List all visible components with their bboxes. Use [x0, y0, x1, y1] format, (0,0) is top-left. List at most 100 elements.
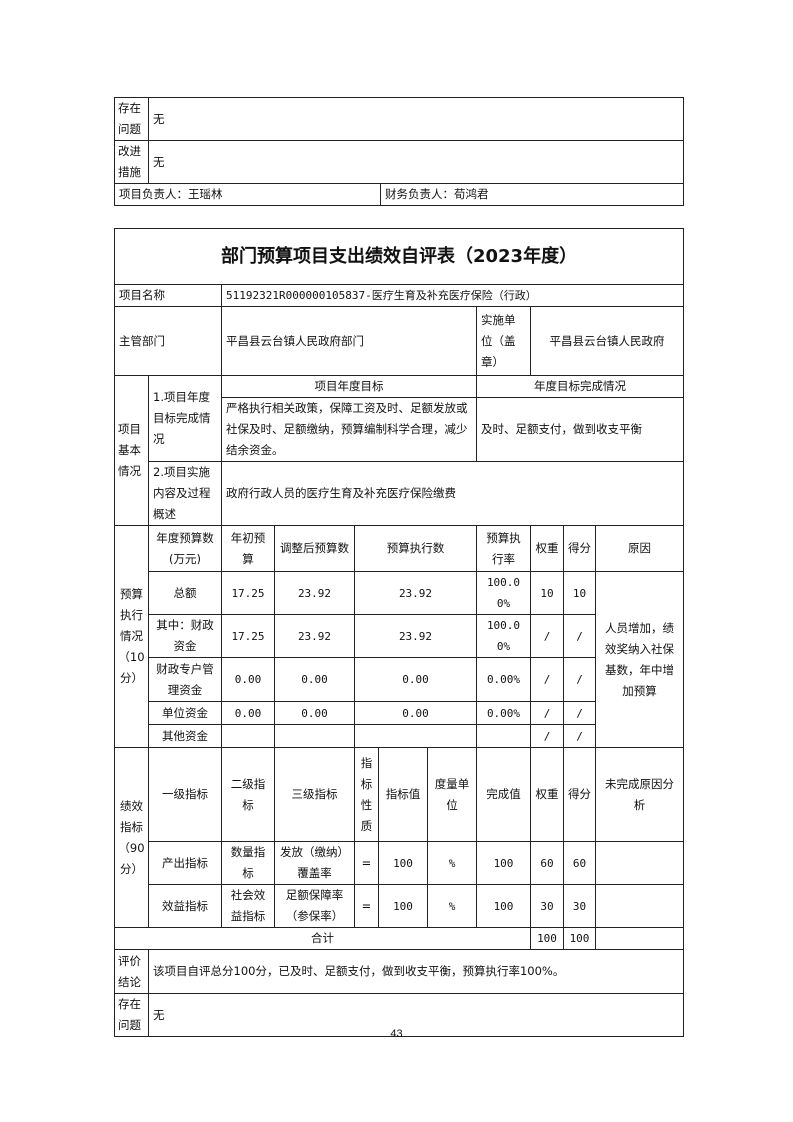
indicator-nature: =: [354, 884, 379, 928]
performance-header: 指标性质: [354, 747, 379, 842]
indicator-l3: 发放（缴纳）覆盖率: [274, 841, 355, 885]
project-name-label: 项目名称: [114, 284, 222, 307]
conclusion-text: 该项目自评总分100分，已及时、足额支付，做到收支平衡，预算执行率100%。: [147, 949, 685, 994]
budget-adjusted: 23.92: [274, 571, 355, 615]
indicator-done: 100: [476, 884, 531, 928]
budget-rate: 0.00%: [476, 657, 531, 702]
total-weight: 100: [530, 927, 564, 950]
form-title: 部门预算项目支出绩效自评表（2023年度）: [113, 228, 685, 285]
performance-header: 未完成原因分析: [594, 747, 685, 842]
indicator-unit: %: [427, 884, 477, 928]
budget-header: 预算执行数: [354, 525, 477, 572]
indicator-weight: 30: [530, 884, 564, 928]
budget-adjusted: 0.00: [274, 701, 355, 725]
indicator-unit: %: [427, 841, 477, 885]
performance-label: 绩效指标（90分）: [114, 747, 149, 928]
budget-weight: /: [530, 724, 564, 748]
content-text: 政府行政人员的医疗生育及补充医疗保险缴费: [220, 461, 685, 526]
budget-executed: 23.92: [354, 571, 477, 615]
indicator-l2: 数量指标: [221, 841, 275, 885]
budget-executed: 23.92: [354, 614, 477, 658]
performance-header: 二级指标: [221, 747, 275, 842]
budget-row-name: 总额: [148, 571, 222, 615]
goal-header: 项目年度目标: [221, 375, 477, 398]
budget-header: 原因: [594, 525, 685, 572]
budget-row-name: 其中：财政资金: [148, 614, 222, 658]
budget-reason: 人员增加，绩效奖纳入社保基数，年中增加预算: [594, 571, 685, 748]
budget-header: 调整后预算数: [274, 525, 355, 572]
goal-text: 严格执行相关政策，保障工资及时、足额发放或社保及时、足额缴纳，预算编制科学合理，…: [221, 397, 477, 462]
budget-adjusted: 23.92: [274, 614, 355, 658]
indicator-reason: [594, 884, 685, 928]
budget-label: 预算执行情况（10分）: [114, 525, 149, 748]
goal-row-label: 1.项目年度目标完成情况: [148, 375, 222, 462]
budget-header: 年初预算: [221, 525, 275, 572]
completion-header: 年度目标完成情况: [475, 375, 685, 398]
completion-text: 及时、足额支付，做到收支平衡: [475, 397, 685, 462]
budget-row: 财政专户管理资金 0.00 0.00 0.00 0.00% / /: [115, 657, 684, 702]
performance-header: 完成值: [476, 747, 531, 842]
budget-row: 其中：财政资金 17.25 23.92 23.92 100.00% / /: [115, 614, 684, 658]
budget-executed: 0.00: [354, 657, 477, 702]
impl-unit-value: 平昌县云台镇人民政府: [529, 306, 685, 376]
budget-weight: /: [530, 614, 564, 658]
budget-header: 权重: [530, 525, 564, 572]
indicator-value: 100: [378, 884, 428, 928]
budget-row: 总额 17.25 23.92 23.92 100.00% 10 10 人员增加，…: [115, 571, 685, 748]
performance-header: 三级指标: [274, 747, 355, 842]
dept-label: 主管部门: [114, 306, 222, 376]
issues-value: 无: [148, 97, 684, 141]
budget-header: 预算执行率: [476, 525, 531, 572]
indicator-score: 60: [563, 841, 596, 885]
budget-initial: 17.25: [221, 571, 275, 615]
budget-score: /: [563, 614, 596, 658]
indicator-nature: =: [354, 841, 379, 885]
dept-value: 平昌县云台镇人民政府部门: [221, 306, 477, 376]
budget-rate: [476, 724, 531, 748]
basic-info-label: 项目基本情况: [114, 375, 149, 526]
project-lead: 项目负责人：王瑶林: [114, 183, 381, 206]
indicator-value: 100: [378, 841, 428, 885]
performance-self-evaluation-form: 部门预算项目支出绩效自评表（2023年度） 项目名称 51192321R00000…: [113, 228, 685, 1037]
impl-unit-label: 实施单位（盖章）: [476, 306, 531, 376]
conclusion-label: 评价结论: [114, 949, 149, 994]
budget-adjusted: 0.00: [274, 657, 355, 702]
improve-value: 无: [148, 140, 684, 184]
previous-table-continuation: 存在问题无 改进措施无 项目负责人：王瑶林 财务负责人：荀鸿君: [114, 97, 684, 206]
performance-header: 度量单位: [427, 747, 477, 842]
performance-header: 一级指标: [148, 747, 222, 842]
finance-lead: 财务负责人：荀鸿君: [380, 183, 684, 206]
budget-score: /: [563, 701, 596, 725]
indicator-score: 30: [563, 884, 596, 928]
budget-row-name: 其他资金: [148, 724, 222, 748]
performance-row: 产出指标 数量指标 发放（缴纳）覆盖率 = 100 % 100 60 60: [115, 841, 685, 885]
budget-rate: 100.00%: [476, 614, 531, 658]
indicator-weight: 60: [530, 841, 564, 885]
indicator-l3: 足额保障率（参保率）: [274, 884, 355, 928]
performance-header: 权重: [530, 747, 564, 842]
budget-row-name: 单位资金: [148, 701, 222, 725]
page-number: 43: [390, 1028, 403, 1040]
budget-initial: 17.25: [221, 614, 275, 658]
performance-header: 指标值: [378, 747, 428, 842]
budget-header: 得分: [563, 525, 596, 572]
budget-weight: 10: [530, 571, 564, 615]
budget-initial: [221, 724, 275, 748]
improve-label: 改进措施: [114, 140, 149, 184]
budget-weight: /: [530, 657, 564, 702]
budget-score: 10: [563, 571, 596, 615]
indicator-l2: 社会效益指标: [221, 884, 275, 928]
issues-label: 存在问题: [114, 97, 149, 141]
issues-text: 无: [147, 993, 685, 1037]
performance-header: 得分: [563, 747, 596, 842]
budget-rate: 100.00%: [476, 571, 531, 615]
indicator-l1: 效益指标: [148, 884, 222, 928]
budget-adjusted: [274, 724, 355, 748]
budget-weight: /: [530, 701, 564, 725]
budget-rate: 0.00%: [476, 701, 531, 725]
total-reason: [594, 927, 685, 950]
content-label: 2.项目实施内容及过程概述: [148, 461, 222, 526]
budget-header: 年度预算数(万元): [148, 525, 222, 572]
indicator-reason: [594, 841, 685, 885]
